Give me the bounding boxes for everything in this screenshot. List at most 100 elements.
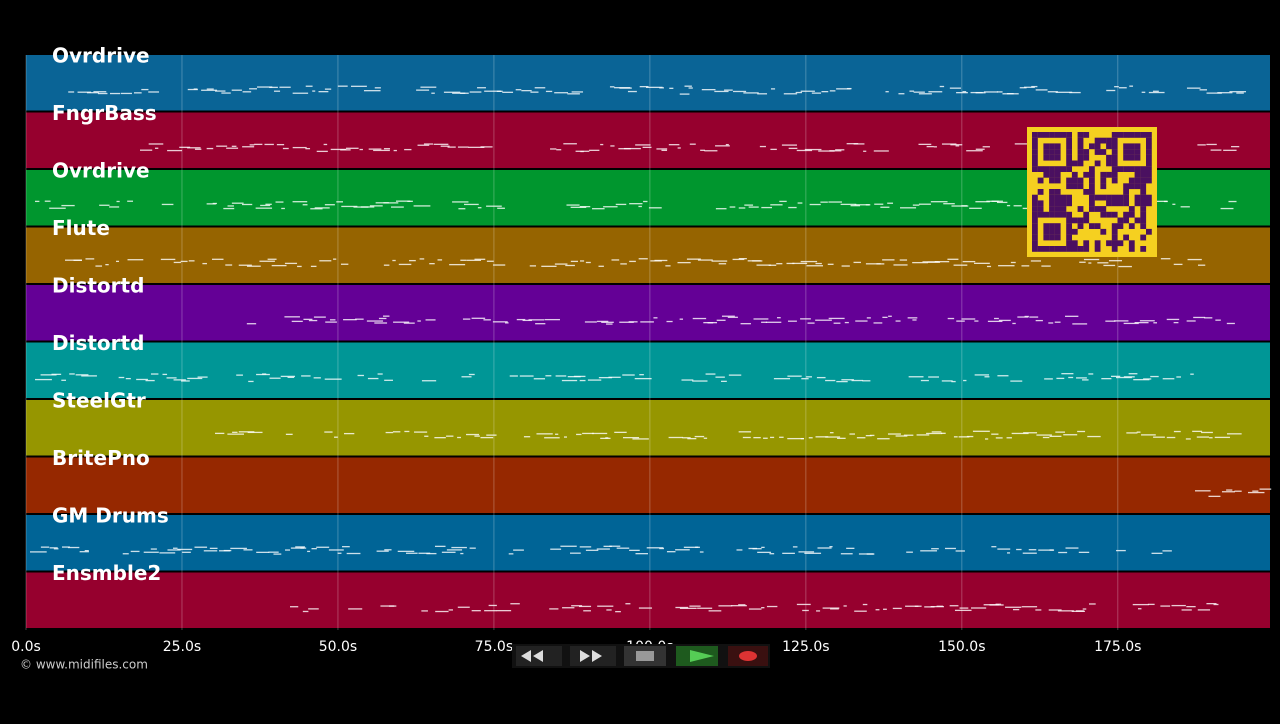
note [883,608,887,610]
qr-module [1032,154,1038,161]
qr-module [1128,211,1135,218]
note [61,204,75,207]
note [249,144,255,146]
qr-module [1140,183,1147,190]
note [635,144,651,146]
note [141,88,149,91]
note [1077,430,1086,433]
note [383,148,390,150]
note [908,376,924,378]
note [715,145,730,147]
qr-module [1083,149,1090,155]
note [40,546,50,548]
fast-forward-button[interactable] [570,646,616,666]
note [350,85,367,87]
note [1132,603,1149,606]
note [522,319,532,322]
qr-module [1060,132,1067,138]
note [975,92,986,94]
note [984,376,990,378]
note [642,146,652,149]
note [906,551,913,553]
note [882,259,895,261]
note [707,322,714,324]
note [1196,436,1210,438]
note [731,605,747,607]
qr-module [1146,160,1152,167]
note [933,146,937,148]
qr-module [1146,200,1152,207]
note [787,437,805,440]
qr-module [1037,211,1044,218]
note [1035,319,1043,322]
track-lane [26,572,1270,628]
qr-module [1100,171,1107,178]
play-button[interactable] [676,646,718,666]
track-lane [26,515,1270,571]
record-button[interactable] [728,646,768,666]
note [1153,322,1158,324]
note [928,376,939,378]
note [359,148,363,151]
qr-module [1094,137,1101,144]
stop-button[interactable] [624,646,666,666]
note [759,145,766,148]
qr-module [1106,240,1112,247]
note [269,377,281,379]
note [407,200,413,202]
note [951,380,956,383]
note [414,431,428,433]
note [413,205,431,207]
note [373,149,390,152]
note [640,321,654,323]
note [1035,89,1048,91]
track-lane [26,342,1270,398]
note [342,546,350,548]
note [715,376,725,378]
qr-module [1077,217,1084,224]
note [578,605,592,608]
note [73,259,82,261]
note [966,435,974,438]
note [567,93,580,95]
note [291,320,303,323]
note [97,92,108,95]
qr-module [1140,200,1147,207]
note [566,204,580,206]
note [49,207,66,209]
note [452,92,466,94]
note [918,203,931,205]
note [1259,488,1272,490]
note [869,434,875,437]
note [1173,263,1183,266]
qr-module [1128,240,1135,247]
qr-module [1083,132,1090,138]
note [1029,316,1039,318]
note [231,202,244,204]
qr-code [1027,127,1157,257]
note [866,317,871,319]
qr-module [1066,240,1072,247]
note [900,207,917,209]
note [486,205,502,207]
note [85,258,95,260]
note [656,148,668,150]
note [1197,144,1206,146]
qr-module [1140,166,1147,172]
note [1231,145,1240,148]
note [316,546,330,548]
note [474,258,486,260]
rewind-button[interactable] [516,646,562,666]
note [259,260,275,262]
note [392,259,396,262]
note [247,431,263,434]
note [300,547,305,549]
note [1185,438,1191,440]
note [1151,200,1168,202]
qr-module [1134,154,1141,161]
note [377,373,383,375]
note [1056,377,1065,380]
note [1011,432,1029,435]
qr-module [1071,177,1078,184]
qr-module [1128,223,1135,229]
